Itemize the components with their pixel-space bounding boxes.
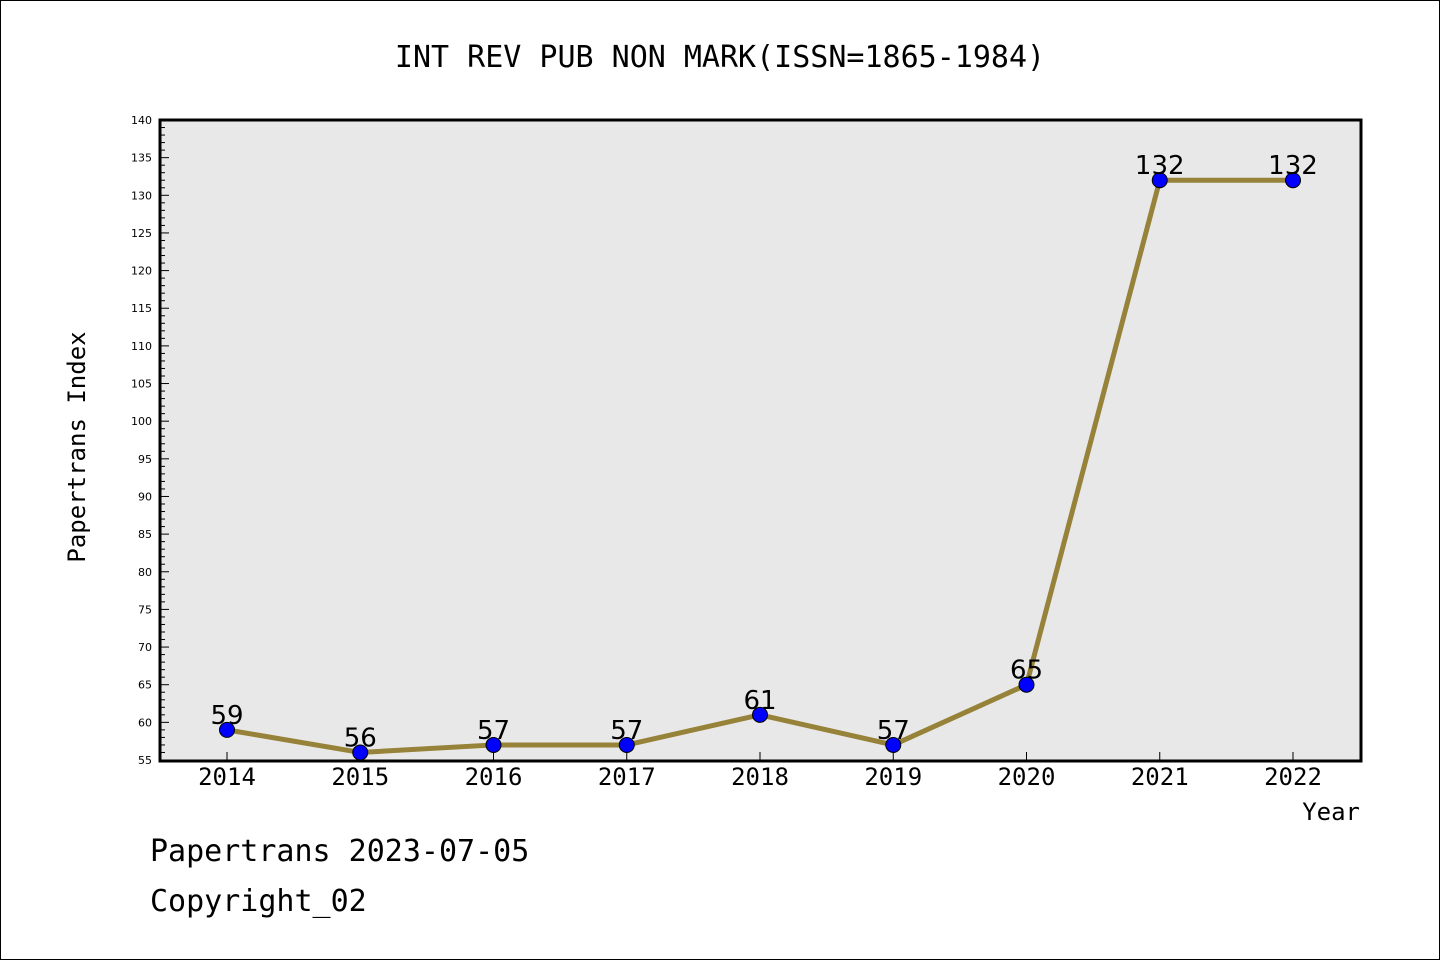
x-tick-label: 2019 bbox=[864, 763, 922, 791]
data-point bbox=[752, 706, 768, 723]
data-point bbox=[1151, 172, 1168, 189]
data-label: 132 bbox=[1268, 151, 1318, 181]
y-axis-ticks: 55 60 65 70 75 80 85 90 95 100 105 110 115 120 125 130 1… bbox=[131, 114, 169, 767]
data-points bbox=[219, 172, 1301, 761]
y-tick-label: 100 bbox=[131, 415, 152, 428]
data-point bbox=[1018, 676, 1035, 693]
y-tick-label: 140 bbox=[131, 114, 152, 127]
y-tick-label: 75 bbox=[138, 603, 152, 616]
data-point bbox=[352, 744, 369, 761]
y-tick-label: 85 bbox=[138, 528, 152, 541]
x-axis-label: Year bbox=[1302, 798, 1360, 826]
data-label: 57 bbox=[877, 716, 910, 746]
y-tick-label: 65 bbox=[138, 679, 152, 692]
x-tick-label: 2021 bbox=[1131, 763, 1189, 791]
y-tick-label: 135 bbox=[131, 152, 152, 165]
data-point bbox=[1285, 172, 1301, 189]
y-tick-label: 120 bbox=[131, 265, 152, 278]
x-tick-label: 2016 bbox=[465, 763, 523, 791]
x-tick-label: 2018 bbox=[731, 763, 789, 791]
footer-copyright-text: Copyright_02 bbox=[150, 884, 367, 919]
y-tick-label: 90 bbox=[138, 490, 152, 503]
data-point bbox=[885, 736, 902, 753]
x-tick-label: 2014 bbox=[198, 763, 256, 791]
data-point bbox=[485, 736, 502, 753]
x-tick-label: 2015 bbox=[331, 763, 389, 791]
y-tick-label: 110 bbox=[131, 340, 152, 353]
data-label: 61 bbox=[743, 686, 776, 716]
data-label: 59 bbox=[210, 701, 243, 731]
chart-title: INT REV PUB NON MARK(ISSN=1865-1984) bbox=[395, 40, 1045, 75]
y-tick-label: 55 bbox=[138, 754, 152, 767]
data-label: 65 bbox=[1010, 656, 1043, 686]
y-tick-label: 125 bbox=[131, 227, 152, 240]
data-label: 132 bbox=[1135, 151, 1185, 181]
y-tick-label: 60 bbox=[138, 716, 152, 729]
y-tick-label: 80 bbox=[138, 566, 152, 579]
data-label: 57 bbox=[477, 716, 510, 746]
data-point bbox=[618, 736, 635, 753]
x-tick-label: 2022 bbox=[1264, 763, 1322, 791]
y-tick-label: 105 bbox=[131, 378, 152, 391]
y-tick-label: 70 bbox=[138, 641, 152, 654]
data-point bbox=[219, 721, 235, 738]
x-axis-ticks: 2014 2015 2016 2017 2018 2019 2020 2021 2022 bbox=[198, 752, 1322, 791]
data-labels: 59 56 57 57 61 57 65 132 132 bbox=[210, 151, 1317, 753]
y-tick-label: 130 bbox=[131, 189, 152, 202]
footer-date-text: Papertrans 2023-07-05 bbox=[150, 834, 530, 869]
data-label: 56 bbox=[344, 723, 377, 753]
x-tick-label: 2020 bbox=[998, 763, 1056, 791]
y-tick-label: 115 bbox=[131, 302, 152, 315]
y-tick-label: 95 bbox=[138, 453, 152, 466]
plot-area bbox=[158, 118, 1363, 763]
x-tick-label: 2017 bbox=[598, 763, 656, 791]
data-label: 57 bbox=[610, 716, 643, 746]
y-axis-label: Papertrans Index bbox=[63, 331, 91, 562]
